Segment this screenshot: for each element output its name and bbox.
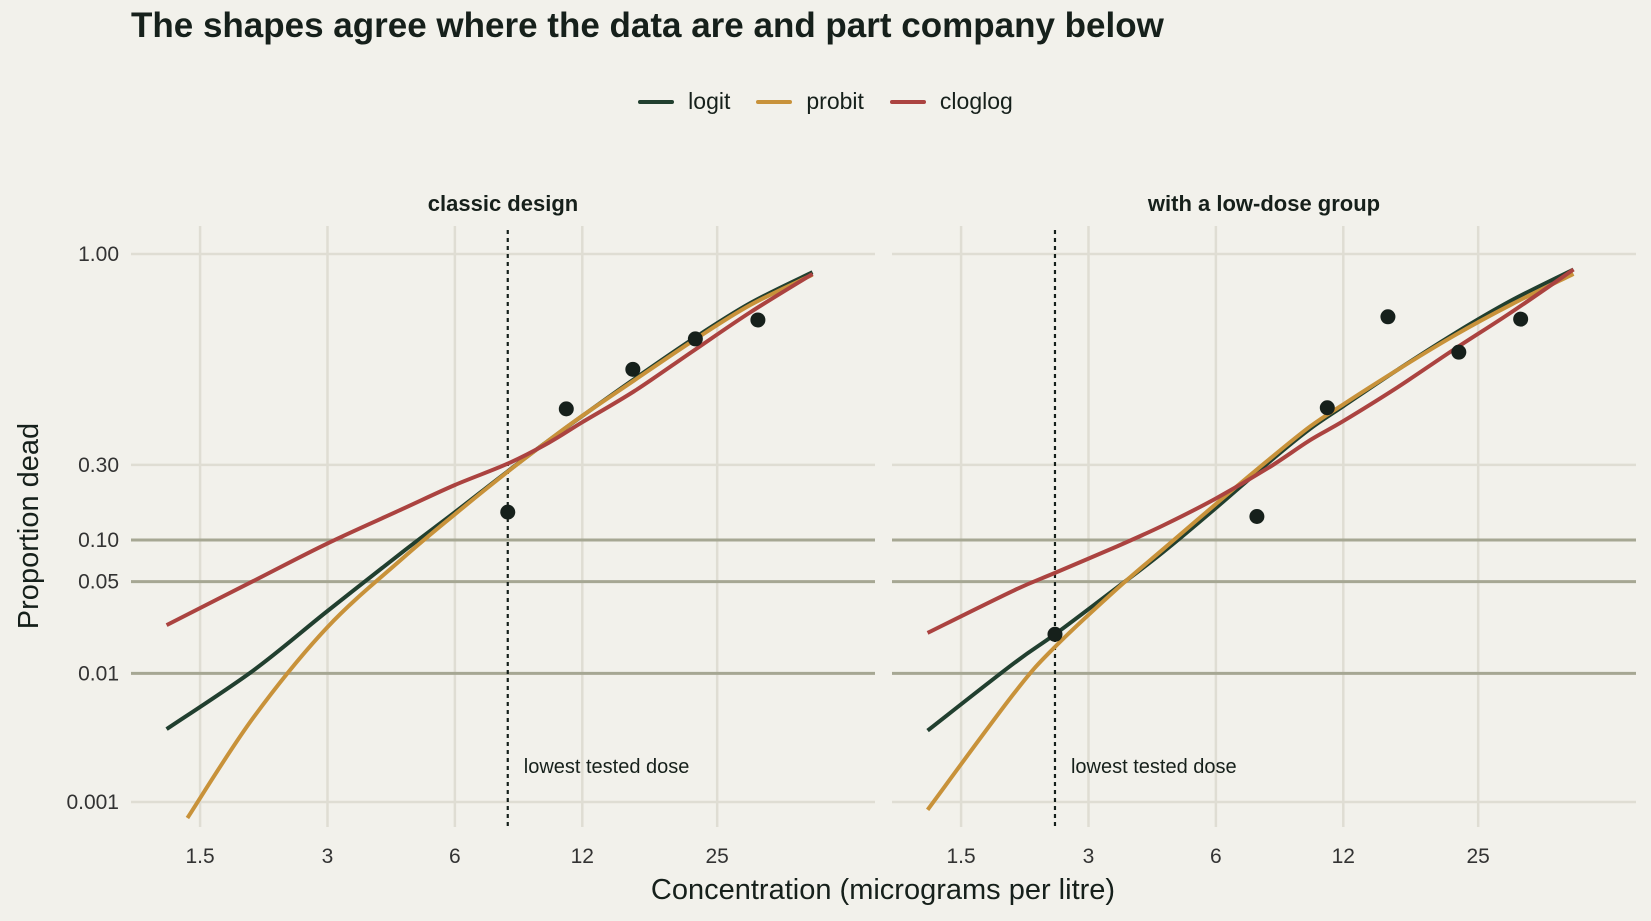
y-tick-label: 0.001 (66, 791, 119, 814)
data-point (750, 312, 766, 328)
data-point (500, 504, 516, 520)
chart-title: The shapes agree where the data are and … (131, 6, 1164, 45)
curve-probit (185, 272, 814, 820)
legend-swatch-probit (756, 99, 793, 104)
y-tick-label: 0.01 (78, 662, 119, 685)
y-tick-label: 0.05 (78, 571, 119, 594)
x-tick-label: 1.5 (185, 845, 214, 868)
x-tick-label: 3 (322, 845, 334, 868)
facet-title: classic design (428, 191, 578, 216)
x-tick-label: 12 (571, 845, 594, 868)
legend-label-logit: logit (688, 88, 731, 114)
data-point (1451, 344, 1467, 360)
legend-label-probit: probit (806, 88, 864, 114)
curve-logit (165, 270, 814, 731)
data-point (558, 401, 574, 417)
lowest-dose-annotation: lowest tested dose (524, 756, 690, 778)
y-tick-label: 1.00 (78, 243, 119, 266)
y-tick-label: 0.10 (78, 529, 119, 552)
legend-item-probit: probit (756, 88, 864, 115)
x-axis-title: Concentration (micrograms per litre) (651, 874, 1115, 906)
data-point (1380, 309, 1396, 325)
data-point (1249, 508, 1265, 524)
legend-swatch-logit (638, 99, 675, 104)
data-point (1047, 626, 1063, 642)
curve-logit (926, 267, 1575, 733)
legend-item-logit: logit (638, 88, 730, 115)
facet-title: with a low-dose group (1147, 191, 1380, 216)
x-tick-label: 1.5 (946, 845, 975, 868)
data-point (625, 361, 641, 377)
data-point (1513, 311, 1529, 327)
x-tick-label: 3 (1083, 845, 1095, 868)
legend-item-cloglog: cloglog (889, 88, 1013, 115)
lowest-dose-annotation: lowest tested dose (1071, 756, 1237, 778)
legend-swatch-cloglog (889, 99, 926, 104)
x-tick-label: 25 (706, 845, 729, 868)
curve-cloglog (165, 272, 814, 627)
data-point (687, 331, 703, 347)
y-tick-label: 0.30 (78, 454, 119, 477)
curve-probit (925, 272, 1575, 811)
x-tick-label: 6 (1210, 845, 1222, 868)
y-axis-title: Proportion dead (13, 423, 45, 629)
data-point (1319, 400, 1335, 416)
x-tick-label: 12 (1332, 845, 1355, 868)
legend: logit probit cloglog (0, 88, 1651, 115)
x-tick-label: 25 (1467, 845, 1490, 868)
legend-label-cloglog: cloglog (939, 88, 1013, 114)
x-tick-label: 6 (449, 845, 461, 868)
